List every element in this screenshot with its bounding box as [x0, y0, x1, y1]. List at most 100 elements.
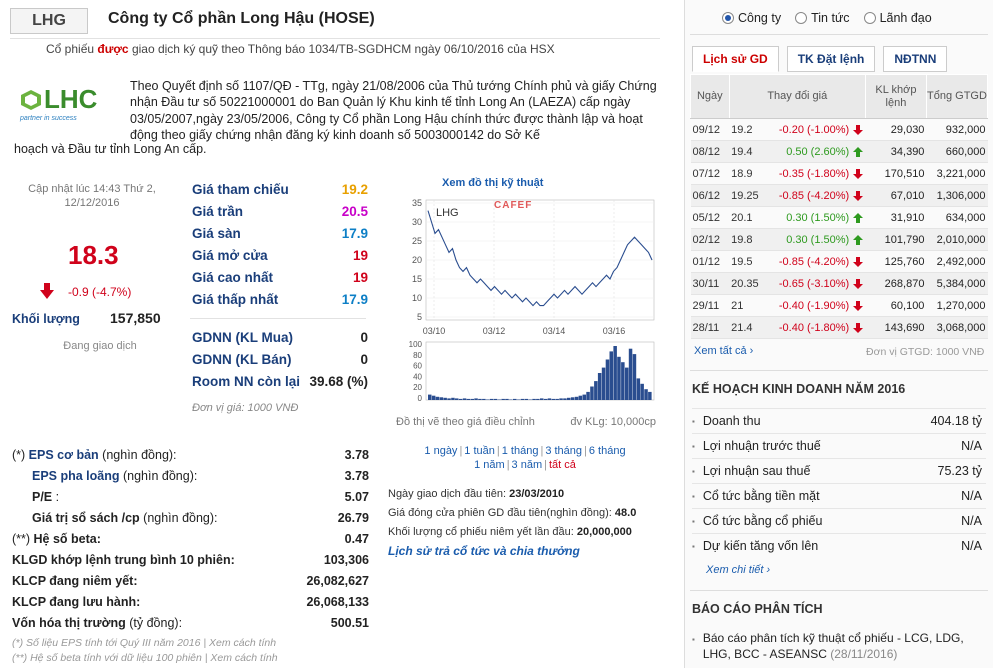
cell-arrow — [851, 250, 866, 273]
cell-change: -0.65 (-3.10%) — [761, 272, 852, 295]
fundamental-row: Vốn hóa thị trường (tỷ đồng): 500.51 — [12, 612, 369, 633]
volume-bar — [520, 398, 525, 400]
plan-label: Doanh thu — [692, 414, 761, 428]
price-tick-label: 15 — [412, 274, 422, 284]
foreign-value: 39.68 (%) — [309, 373, 368, 389]
fundamental-suffix: (nghìn đồng): — [98, 447, 177, 462]
price-tick-label: 20 — [412, 255, 422, 265]
volume-tick-label: 80 — [413, 351, 422, 360]
fundamental-name: Giá trị sổ sách /cp — [32, 510, 140, 525]
volume-bar — [570, 397, 575, 400]
radio-circle-icon[interactable] — [795, 12, 808, 24]
dividend-history-link[interactable]: Lịch sử trả cổ tức và chia thưởng — [388, 544, 580, 558]
plan-row: Cổ tức bằng cổ phiếu N/A — [692, 508, 986, 533]
plan-value: N/A — [961, 539, 982, 553]
cell-volume: 60,100 — [865, 294, 927, 317]
table-row: 08/12 19.4 0.50 (2.60%) 34,390 660,000 — [690, 140, 988, 163]
sidebar-divider — [690, 34, 988, 35]
price-row: Giá trần 20.5 — [192, 200, 368, 222]
tab-0[interactable]: Lịch sử GD — [692, 46, 779, 72]
range-separator: | — [544, 459, 547, 471]
plan-label: Lợi nhuận trước thuế — [692, 439, 821, 453]
range-option[interactable]: 3 năm — [511, 459, 543, 471]
volume-bar — [640, 383, 644, 400]
fundamental-label: KLCP đang lưu hành: — [12, 595, 140, 609]
plan-row: Lợi nhuận sau thuế 75.23 tỷ — [692, 458, 986, 483]
technical-chart-link[interactable]: Xem đồ thị kỹ thuật — [442, 177, 544, 189]
foreign-value: 0 — [360, 351, 368, 367]
company-intro: Theo Quyết định số 1107/QĐ - TTg, ngày 2… — [130, 79, 657, 143]
analysis-report-item[interactable]: ▪ Báo cáo phân tích kỹ thuật cổ phiếu - … — [692, 631, 964, 661]
report-link[interactable]: Báo cáo phân tích kỹ thuật cổ phiếu - LC… — [702, 631, 964, 661]
column-header: Ngày — [690, 74, 730, 119]
cell-value: 634,000 — [926, 206, 988, 229]
column-header: KL khớp lệnh — [864, 74, 927, 119]
trade-history-table: Ngày Thay đổi giá KL khớp lệnh Tổng GTGD 09/… — [690, 74, 989, 339]
beta-note: (**) Hệ số beta tính với dữ liệu 100 phi… — [12, 652, 278, 664]
tab-2[interactable]: NĐTNN — [883, 46, 948, 72]
price-label: Giá trần — [192, 203, 244, 219]
volume-tick-label: 20 — [413, 383, 422, 392]
cell-volume: 170,510 — [865, 162, 927, 185]
table-row: 30/11 20.35 -0.65 (-3.10%) 268,870 5,384,000 — [690, 272, 988, 295]
tab-1[interactable]: TK Đặt lệnh — [786, 46, 876, 72]
cell-value: 932,000 — [926, 118, 988, 141]
column-header: Tổng GTGD — [925, 74, 989, 119]
range-option[interactable]: 3 tháng — [545, 445, 583, 457]
fundamental-value: 26.79 — [337, 510, 369, 525]
ticker-tab[interactable]: LHG — [10, 8, 88, 34]
cell-value: 2,010,000 — [926, 228, 988, 251]
range-option[interactable]: 1 năm — [474, 459, 505, 471]
volume-bar — [524, 398, 529, 400]
volume-bar — [470, 398, 474, 400]
volume-bar — [458, 398, 463, 400]
table-row: 29/11 21 -0.40 (-1.90%) 60,100 1,270,000 — [690, 294, 988, 317]
fundamental-label: (**) Hệ số beta: — [12, 532, 101, 546]
first-trade-date: Ngày giao dịch đầu tiên: 23/03/2010 — [388, 488, 565, 500]
volume-bar — [451, 397, 455, 400]
price-tick-label: 30 — [412, 217, 422, 227]
plan-row: Doanh thu 404.18 tỷ — [692, 408, 986, 433]
time-tick-label: 03/14 — [543, 326, 566, 336]
fundamental-value: 26,082,627 — [306, 573, 369, 588]
radio-circle-icon[interactable] — [722, 12, 734, 24]
volume-bar — [528, 399, 532, 400]
radio-option[interactable]: Tin tức — [795, 11, 850, 25]
cell-arrow — [851, 140, 866, 163]
volume-bar — [628, 348, 633, 400]
volume-bar — [567, 397, 571, 400]
cell-volume: 143,690 — [865, 316, 927, 339]
see-detail-link[interactable]: Xem chi tiết › — [706, 564, 771, 576]
price-value: 19 — [352, 247, 368, 263]
cell-price: 19.4 — [729, 140, 762, 163]
cell-value: 2,492,000 — [926, 250, 988, 273]
header-divider — [10, 38, 660, 39]
business-plan-table: Doanh thu 404.18 tỷ Lợi nhuận trước thuế N/… — [692, 408, 986, 558]
range-option[interactable]: 1 tháng — [501, 445, 539, 457]
table-row: 01/12 19.5 -0.85 (-4.20%) 125,760 2,492,000 — [690, 250, 988, 273]
fundamental-value: 103,306 — [323, 552, 369, 567]
cell-arrow — [851, 162, 866, 185]
range-option[interactable]: 1 tuần — [464, 445, 495, 457]
volume-bar — [621, 362, 625, 400]
fundamental-name: EPS cơ bản — [28, 447, 99, 462]
radio-option[interactable]: Công ty — [722, 11, 781, 25]
volume-bar — [501, 398, 505, 400]
range-option[interactable]: 1 ngày — [424, 445, 458, 457]
volume-bar — [431, 395, 436, 400]
foreign-trading-table: GDNN (KL Mua) 0 GDNN (KL Bán) 0 Room NN còn … — [192, 326, 368, 392]
range-option[interactable]: 6 tháng — [588, 445, 626, 457]
arrow-down-icon — [853, 190, 864, 201]
fundamentals-notes: (*) Số liệu EPS tính tới Quý III năm 201… — [12, 636, 278, 666]
volume-bar — [559, 398, 563, 400]
volume-label: Khối lượng — [12, 312, 80, 326]
volume-bar — [609, 351, 613, 400]
range-option[interactable]: tất cả — [548, 459, 576, 471]
radio-circle-icon[interactable] — [863, 12, 876, 24]
radio-option[interactable]: Lãnh đạo — [863, 11, 932, 25]
volume-bar — [586, 391, 590, 400]
price-value: 19.2 — [341, 181, 368, 197]
view-all-link[interactable]: Xem tất cả › — [694, 345, 754, 357]
fundamental-label: KLCP đang niêm yết: — [12, 574, 137, 588]
